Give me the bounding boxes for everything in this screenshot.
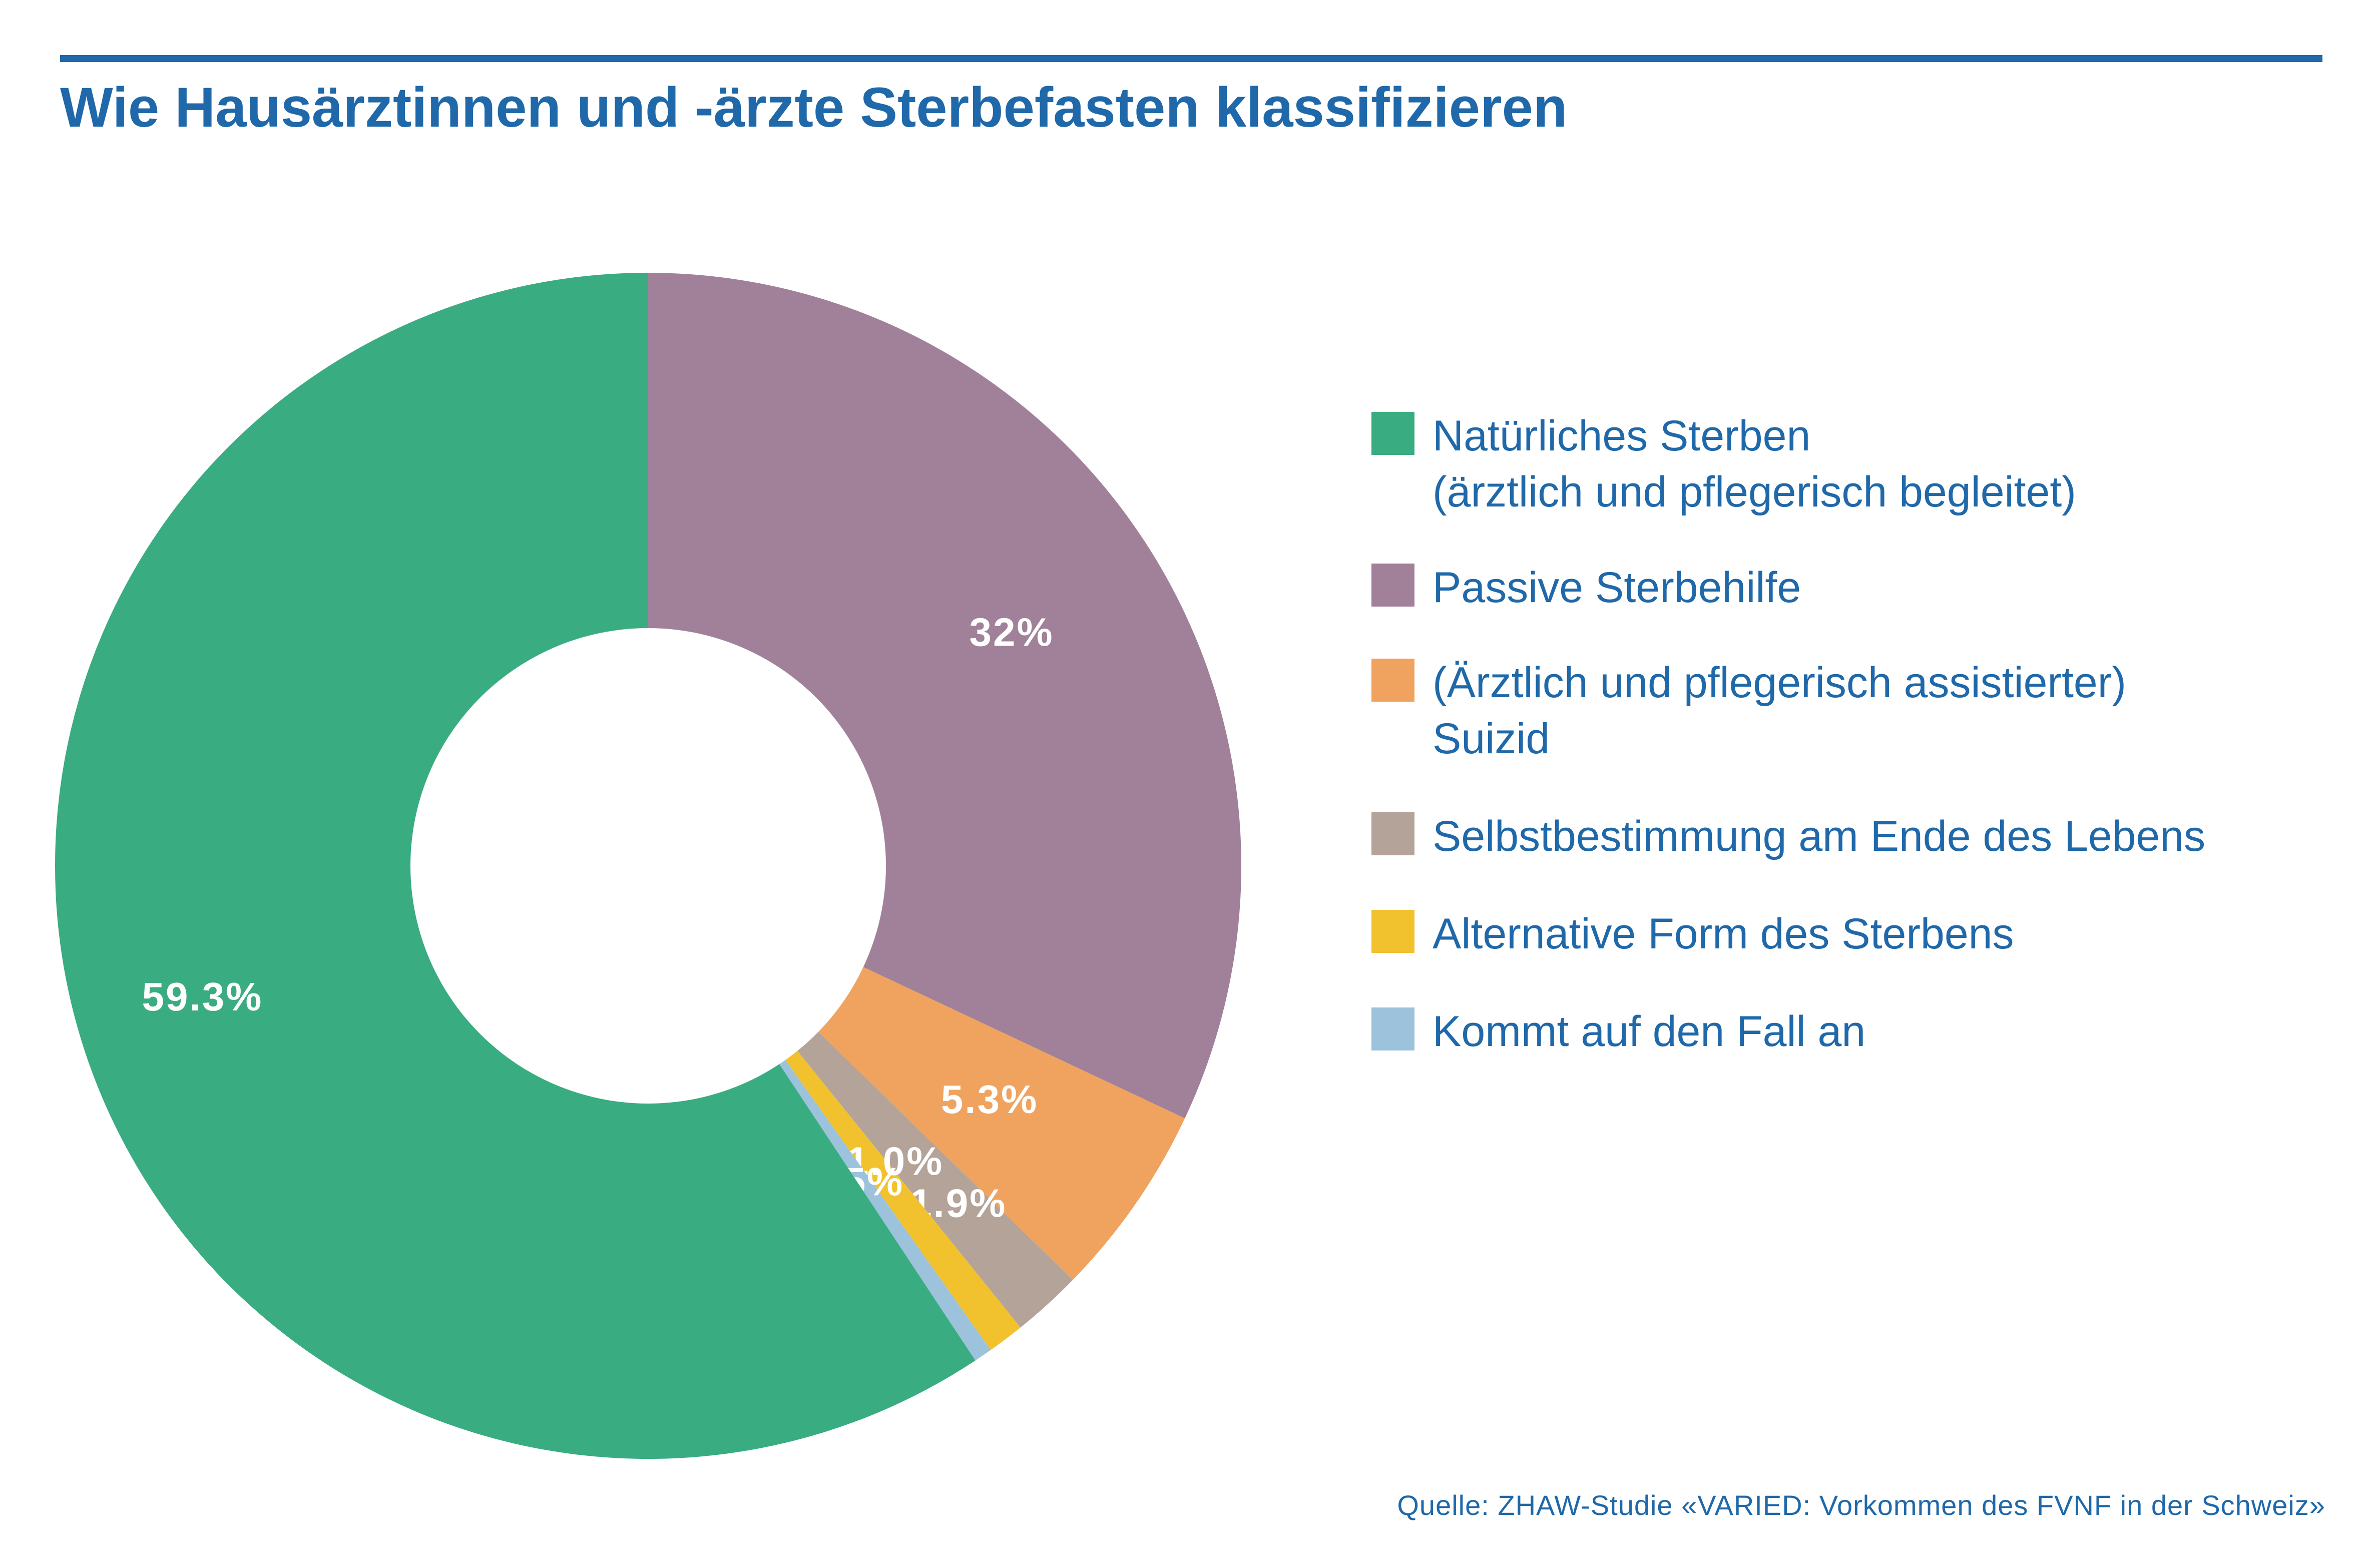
legend-label: Alternative Form des Sterbens [1433,910,2014,958]
slice-value-label: 59.3% [142,974,263,1019]
donut-slice [818,967,1185,1280]
donut-slice [648,273,1241,1119]
donut-slice [797,1031,1073,1328]
legend-swatch [1371,412,1414,455]
slice-value-label: 32% [970,610,1054,654]
legend-item-passive-sterbehilfe: Passive Sterbehilfe [1371,560,1801,616]
source-note: Quelle: ZHAW-Studie «VARIED: Vorkommen d… [1397,1489,2325,1521]
legend-item-natuerliches-sterben: Natürliches Sterben (ärztlich und pflege… [1371,408,2076,520]
legend-swatch [1371,812,1414,855]
chart-title: Wie Hausärztinnen und -ärzte Sterbefaste… [60,76,1568,139]
slice-value-label: 5.3% [941,1077,1038,1122]
donut-slice [55,273,976,1459]
legend-label: Selbstbestimmung am Ende des Lebens [1433,812,2206,860]
legend-label: Passive Sterbehilfe [1433,564,1801,612]
legend-item-suizid: (Ärztlich und pflegerisch assistierter) … [1371,655,2126,767]
legend-label: (Ärztlich und pflegerisch assistierter) … [1433,659,2127,763]
legend-swatch [1371,564,1414,607]
donut-slice [785,1051,1021,1350]
legend-swatch [1371,659,1414,702]
legend-label: Natürliches Sterben (ärztlich und pflege… [1433,412,2076,516]
legend-item-kommt-auf-den-fall-an: Kommt auf den Fall an [1371,1003,1865,1060]
top-rule [60,55,2322,62]
legend-item-alternative-form: Alternative Form des Sterbens [1371,906,2014,962]
donut-slice [779,1060,991,1361]
legend-label: Kommt auf den Fall an [1433,1007,1866,1056]
legend-item-selbstbestimmung: Selbstbestimmung am Ende des Lebens [1371,808,2205,864]
legend-swatch [1371,910,1414,953]
legend-swatch [1371,1007,1414,1051]
